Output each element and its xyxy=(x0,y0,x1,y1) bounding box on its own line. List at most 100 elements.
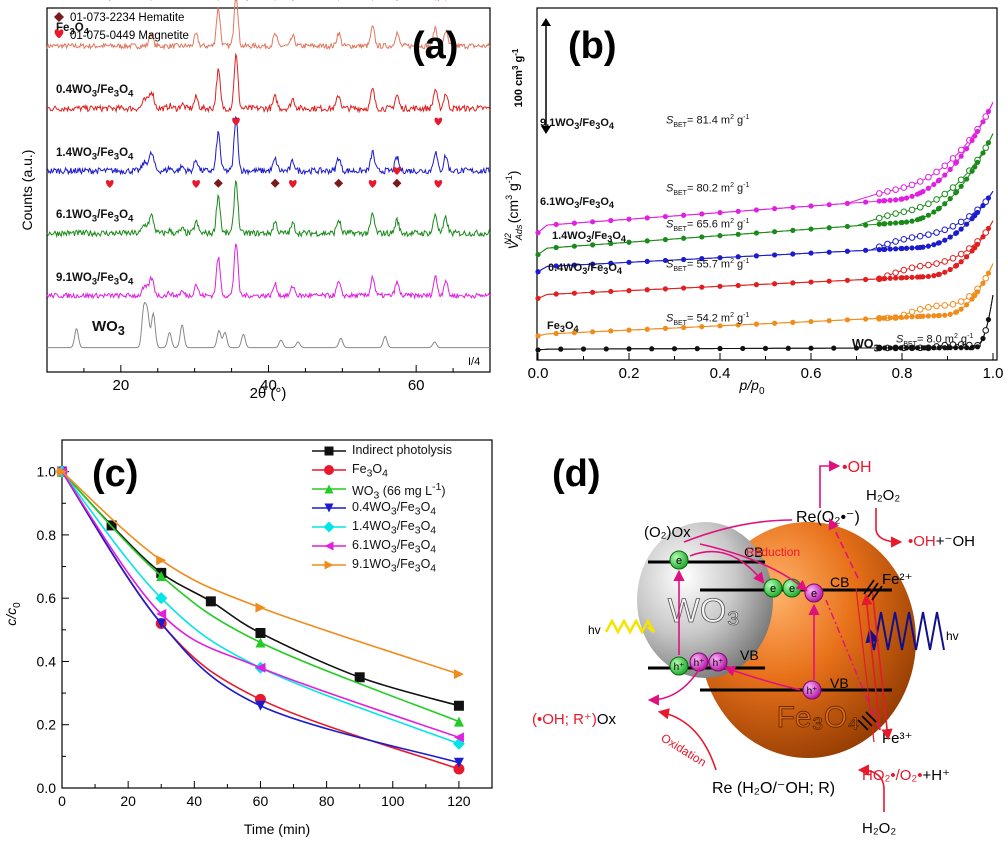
svg-text:h⁺: h⁺ xyxy=(713,658,724,669)
panel-c-frame xyxy=(61,439,493,789)
panel-a-legend: 01-073-2234 Hematite 01-075-0449 Magneti… xyxy=(54,12,189,42)
desorption-point xyxy=(908,206,916,214)
adsorption-point xyxy=(909,218,915,224)
desorption-point xyxy=(933,196,940,203)
adsorption-point xyxy=(735,208,741,214)
series-line xyxy=(61,471,460,745)
adsorption-point xyxy=(898,245,904,252)
legend-entry: 9.1WO3/Fe3O4 xyxy=(352,557,436,575)
hematite-diamond-icon xyxy=(270,178,280,188)
adsorption-point xyxy=(882,246,888,252)
adsorption-point xyxy=(974,241,981,247)
fe3o4-electron-2: e xyxy=(782,578,802,598)
adsorption-point xyxy=(535,230,541,236)
adsorption-point xyxy=(920,215,926,221)
h2o2-to-ho2-arrow xyxy=(857,764,885,812)
desorption-point xyxy=(949,254,957,262)
adsorption-point xyxy=(972,164,978,170)
adsorption-point xyxy=(876,198,882,204)
data-point xyxy=(255,700,266,711)
light-hv-fe3o4 xyxy=(865,611,945,651)
adsorption-point xyxy=(608,328,614,334)
adsorption-point xyxy=(644,215,650,221)
adsorption-point xyxy=(887,246,893,252)
desorption-point xyxy=(900,266,908,274)
adsorption-point xyxy=(571,220,578,226)
sbet-label: SBET= 54.2 m2 g-1 xyxy=(666,312,749,327)
svg-text:h⁺: h⁺ xyxy=(694,658,705,669)
fe3o4-vb-label: VB xyxy=(830,675,849,691)
adsorption-point xyxy=(909,274,915,280)
adsorption-point xyxy=(876,345,882,351)
desorption-point xyxy=(892,210,899,217)
x-tick-label: 0.4 xyxy=(710,365,731,382)
adsorption-point xyxy=(942,172,948,178)
bet-series-label: Fe3O4 xyxy=(547,320,579,334)
desorption-point xyxy=(941,302,949,309)
adsorption-point xyxy=(969,345,975,351)
adsorption-point xyxy=(753,207,760,213)
hv-label-right: hv xyxy=(946,629,959,643)
adsorption-point xyxy=(893,314,899,321)
adsorption-point xyxy=(808,318,814,325)
adsorption-point xyxy=(571,243,578,249)
oh-radical-top: •OH xyxy=(842,459,872,476)
adsorption-point xyxy=(863,247,869,253)
adsorption-point xyxy=(590,219,596,225)
adsorption-point xyxy=(558,346,564,352)
desorption-point xyxy=(933,302,940,310)
adsorption-point xyxy=(826,249,832,255)
adsorption-point xyxy=(920,313,926,319)
h2o2-bottom-label: H₂O₂ xyxy=(862,820,896,837)
adsorption-point xyxy=(790,251,796,257)
adsorption-point xyxy=(608,217,614,224)
magnetite-heart-icon xyxy=(192,180,200,188)
adsorption-point xyxy=(909,245,915,251)
adsorption-point xyxy=(699,234,705,240)
data-point xyxy=(324,560,334,570)
adsorption-point xyxy=(853,345,860,351)
adsorption-point xyxy=(785,345,791,351)
adsorption-point xyxy=(925,243,931,249)
oh-r-ox-label: (•OH; R⁺)Ox xyxy=(532,711,616,728)
data-point xyxy=(453,732,464,743)
adsorption-point xyxy=(844,317,851,323)
magnetite-heart-icon xyxy=(437,0,440,1)
adsorption-point xyxy=(887,315,893,321)
desorption-point xyxy=(949,222,957,230)
data-point xyxy=(255,602,266,613)
adsorption-point xyxy=(914,274,921,280)
data-point xyxy=(324,503,334,513)
legend-hematite: 01-073-2234 Hematite xyxy=(70,12,184,24)
desorption-point xyxy=(908,264,916,272)
adsorption-point xyxy=(626,288,632,294)
xrd-series-line xyxy=(46,243,491,300)
adsorption-point xyxy=(985,270,992,276)
adsorption-point xyxy=(717,233,723,239)
reduction-label: Reduction xyxy=(746,545,800,559)
y-tick-label: 0.8 xyxy=(37,527,57,543)
adsorption-point xyxy=(590,289,596,295)
adsorption-point xyxy=(626,259,632,265)
adsorption-point xyxy=(942,345,948,351)
adsorption-point xyxy=(681,285,687,291)
adsorption-point xyxy=(740,345,746,352)
fe3o4-electron-1: e xyxy=(763,578,783,598)
adsorption-point xyxy=(717,283,723,289)
adsorption-point xyxy=(898,219,904,226)
x-tick-label: 20 xyxy=(120,793,136,809)
adsorption-point xyxy=(608,240,614,247)
data-point xyxy=(156,618,167,629)
adsorption-point xyxy=(898,196,904,202)
magnetite-heart-icon xyxy=(393,167,401,175)
adsorption-point xyxy=(553,221,559,228)
adsorption-point xyxy=(887,197,893,203)
adsorption-point xyxy=(735,282,741,289)
adsorption-point xyxy=(969,168,975,174)
desorption-point xyxy=(916,262,924,270)
oxidation-arrow xyxy=(657,708,717,771)
adsorption-point xyxy=(893,345,899,351)
wo3-vb-label: VB xyxy=(740,647,759,663)
desorption-point xyxy=(908,234,916,241)
